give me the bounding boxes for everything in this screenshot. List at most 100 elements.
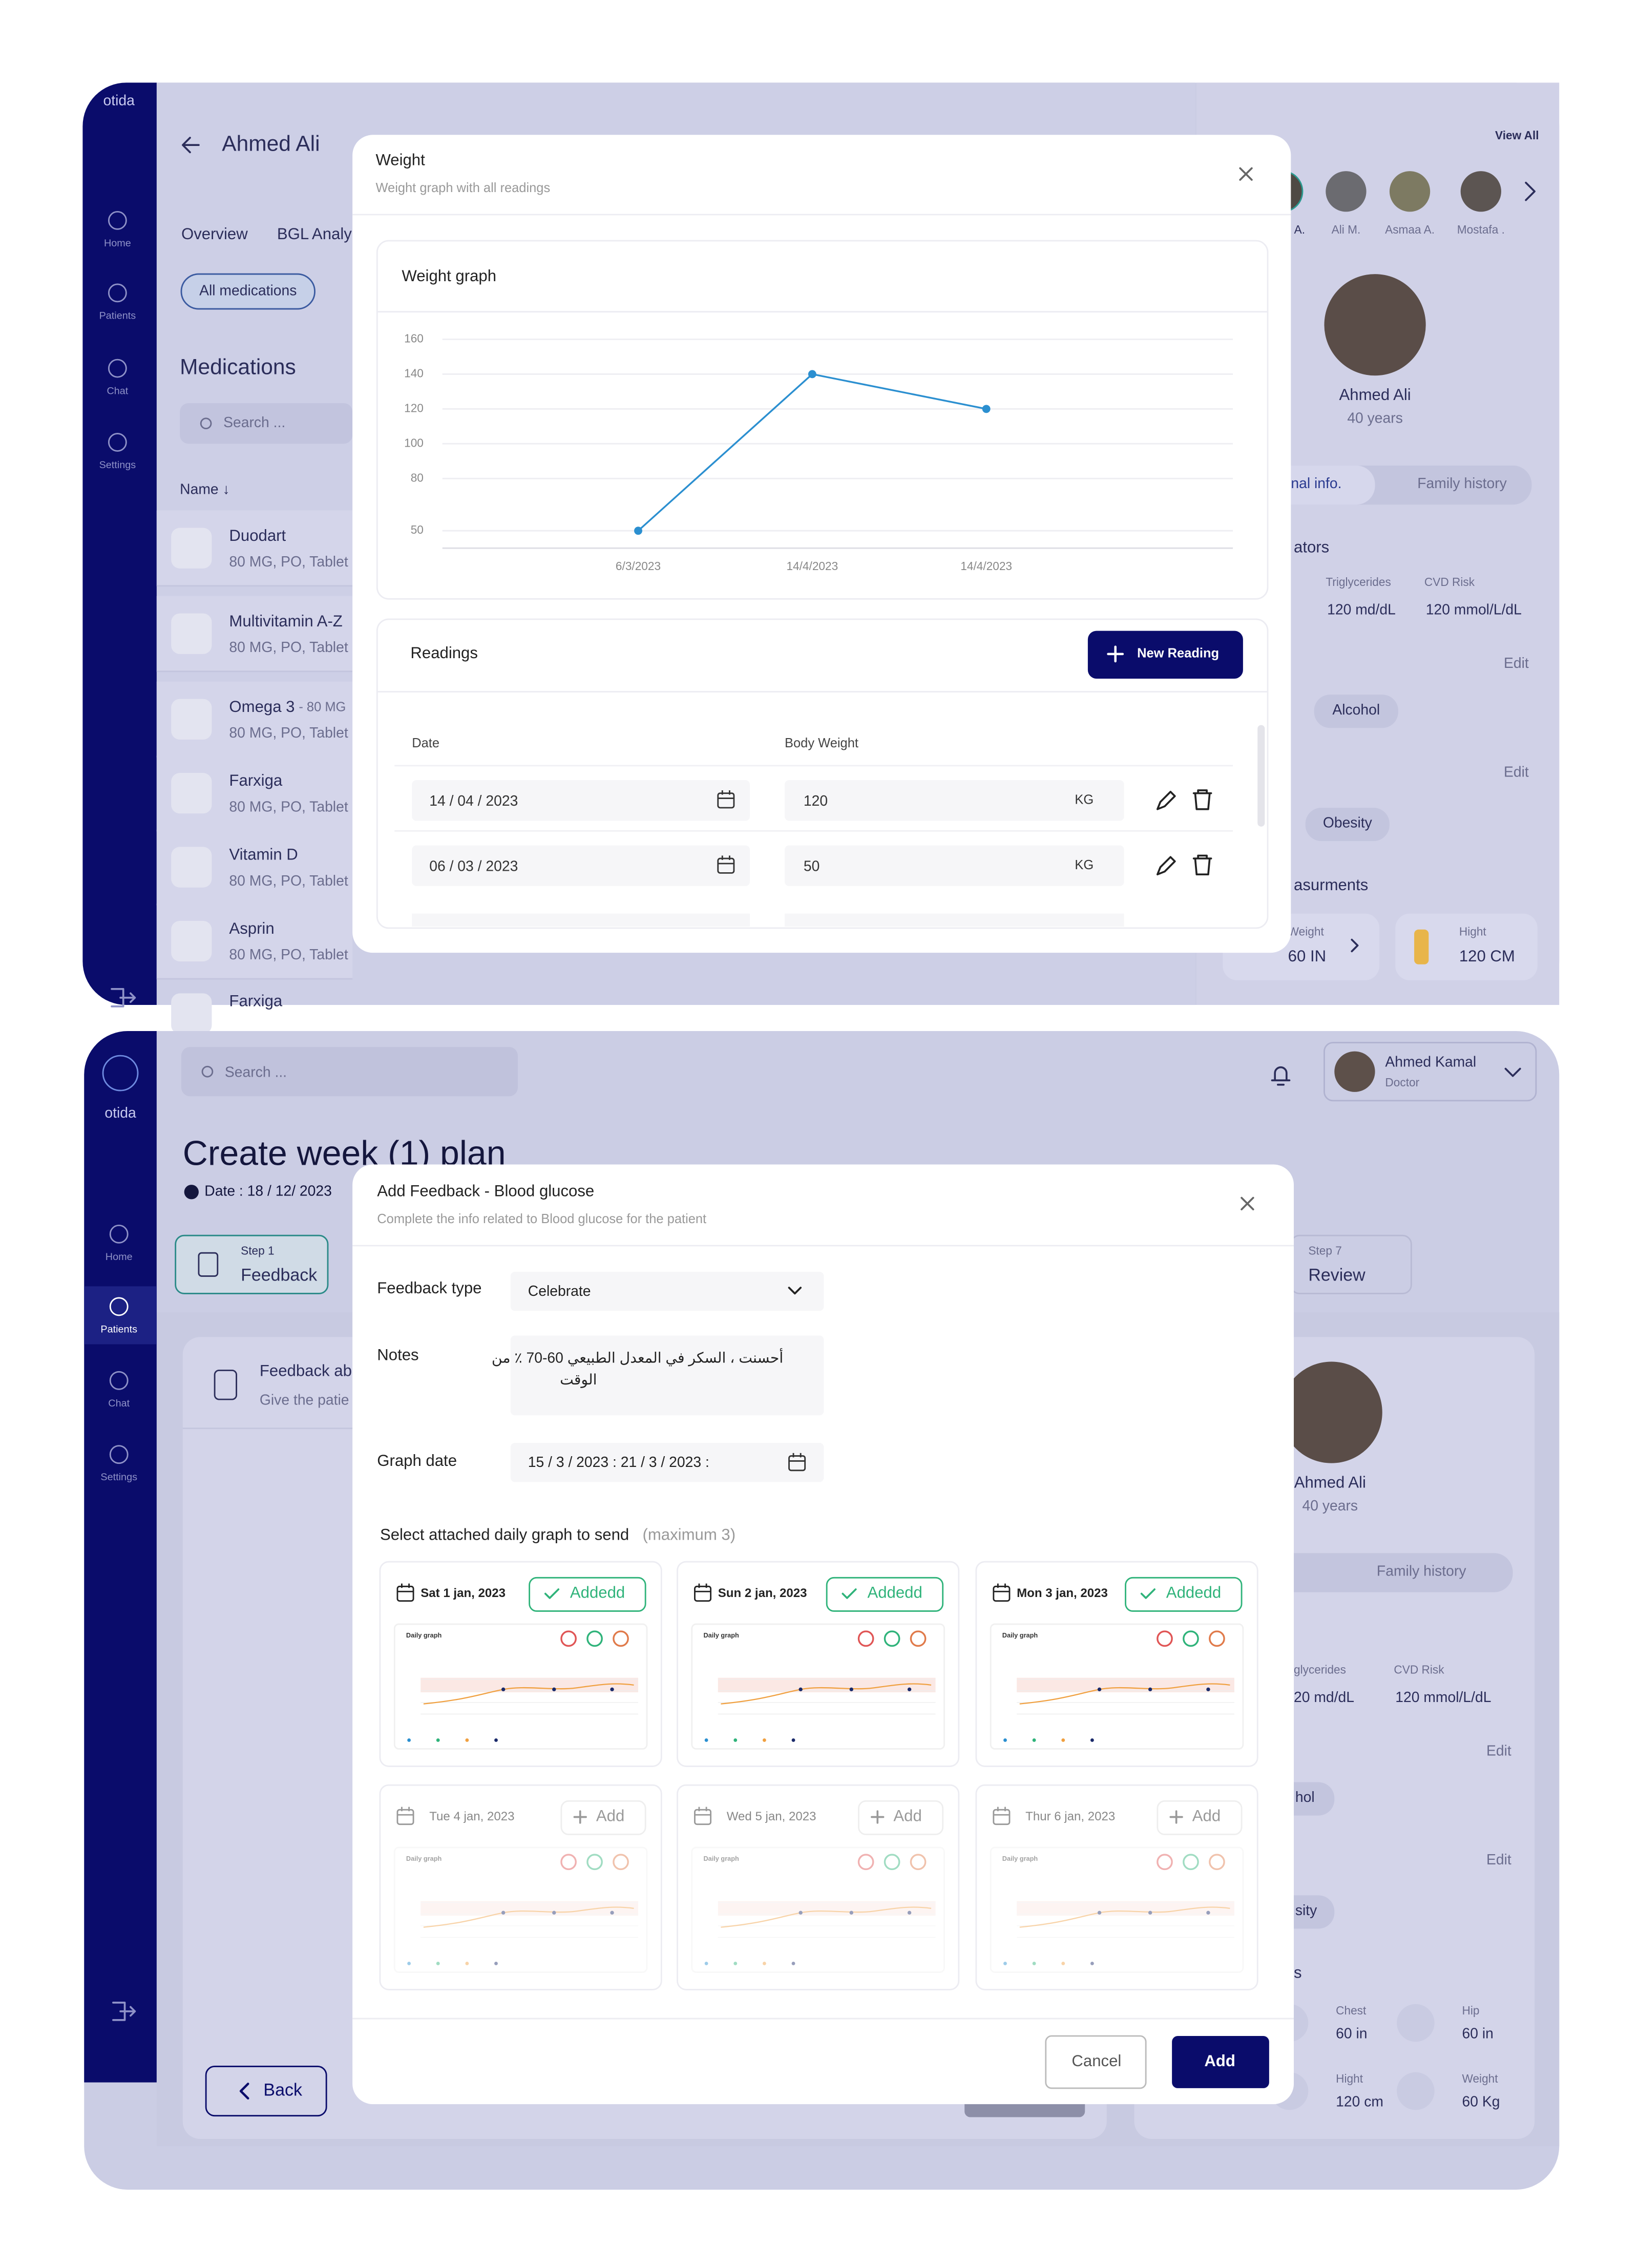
- new-reading-button[interactable]: [1087, 631, 1243, 679]
- section-title: Readings: [410, 644, 478, 662]
- profile-tab[interactable]: Family history: [1417, 475, 1507, 491]
- thumbnail-legend: [494, 1738, 498, 1742]
- x-tick-label: 6/3/2023: [616, 559, 661, 573]
- select-value: Celebrate: [528, 1283, 591, 1299]
- search-box[interactable]: [180, 403, 353, 444]
- nav-item[interactable]: Chat: [107, 386, 128, 397]
- graph-thumbnail: Daily graph: [691, 1846, 945, 1973]
- calendar-icon: [694, 1585, 712, 1602]
- graph-option[interactable]: [379, 1784, 662, 1990]
- thumbnail-legend: [1032, 1738, 1036, 1742]
- back-button[interactable]: [205, 2066, 327, 2117]
- search-box[interactable]: [181, 1047, 518, 1097]
- brand: otida: [104, 1104, 136, 1121]
- button-label: Add: [1204, 2052, 1235, 2070]
- section-title: s: [1294, 1963, 1302, 1981]
- thumbnail-line: [423, 1683, 634, 1705]
- thumbnail-title: Daily graph: [1002, 1631, 1038, 1639]
- sort-label[interactable]: Name ↓: [180, 480, 230, 497]
- add-pill[interactable]: [1157, 1800, 1243, 1835]
- thumbnail-dot: [1097, 1910, 1102, 1915]
- thumbnail-legend: [1032, 1962, 1036, 1965]
- thumbnail-band: [1017, 1901, 1234, 1916]
- nav-item[interactable]: Home: [106, 1251, 133, 1263]
- measurement-icon: [1397, 2004, 1435, 2042]
- medication-name: Multivitamin A-Z: [229, 612, 342, 630]
- medication-name: Farxiga: [229, 992, 282, 1010]
- modal-subtitle: Weight graph with all readings: [375, 181, 550, 195]
- measurement-card: [1395, 913, 1538, 980]
- date-input[interactable]: [412, 780, 750, 821]
- added-pill[interactable]: [826, 1577, 944, 1612]
- close-icon: [1239, 167, 1253, 181]
- added-pill[interactable]: [1125, 1577, 1243, 1612]
- thumbnail-gauge: [884, 1854, 900, 1871]
- add-pill[interactable]: [858, 1800, 944, 1835]
- profile-tab[interactable]: nal info.: [1291, 475, 1341, 491]
- select[interactable]: [510, 1271, 824, 1311]
- indicator-value: 120 mmol/L/dL: [1426, 601, 1522, 617]
- thumbnail-title: Daily graph: [703, 1855, 739, 1862]
- date-input[interactable]: [412, 845, 750, 886]
- edit-link[interactable]: Edit: [1504, 655, 1529, 671]
- add-pill[interactable]: [560, 1800, 646, 1835]
- patient-avatar: [1389, 171, 1431, 212]
- nav-item[interactable]: Home: [104, 238, 131, 249]
- tab[interactable]: BGL Analy: [277, 225, 352, 243]
- step-card[interactable]: [175, 1234, 329, 1294]
- scrollbar: [1257, 725, 1265, 827]
- patient-name: Mostafa .: [1457, 223, 1505, 236]
- cancel-button[interactable]: [1045, 2035, 1147, 2089]
- nav-item[interactable]: Patients: [100, 1324, 137, 1335]
- nav-item[interactable]: Settings: [99, 459, 136, 471]
- weight-input[interactable]: [785, 845, 1124, 886]
- edit-link[interactable]: Edit: [1486, 1851, 1511, 1867]
- nav-item[interactable]: Patients: [99, 310, 136, 321]
- filter-pill[interactable]: [180, 273, 316, 310]
- view-all[interactable]: View All: [1495, 129, 1539, 142]
- edit-link[interactable]: Edit: [1486, 1742, 1511, 1759]
- notes-text: أحسنت ، السكر في المعدل الطبيعي 60-70 ٪ …: [492, 1348, 783, 1366]
- x-tick-label: 14/4/2023: [960, 559, 1012, 573]
- nav-item[interactable]: Chat: [108, 1398, 130, 1409]
- thumbnail-gauge: [560, 1854, 577, 1871]
- profile-name: Ahmed Ali: [1294, 1474, 1366, 1492]
- date-range-value: 15 / 3 / 2023 : 21 / 3 / 2023 :: [528, 1454, 709, 1470]
- graph-option[interactable]: [677, 1784, 960, 1990]
- thumbnail-dot: [501, 1910, 506, 1915]
- calendar-icon: [396, 1809, 414, 1825]
- reading-date: 14 / 04 / 2023: [429, 792, 518, 809]
- nav-item[interactable]: Settings: [100, 1472, 137, 1483]
- plus-icon: [1169, 1810, 1183, 1824]
- y-tick-label: 160: [404, 331, 424, 345]
- thumbnail-gauge: [1209, 1854, 1225, 1871]
- edit-link[interactable]: Edit: [1504, 764, 1529, 780]
- thumbnail-legend: [733, 1962, 738, 1965]
- thumbnail-dot: [1148, 1910, 1152, 1915]
- bell-icon: [1271, 1066, 1291, 1086]
- textarea[interactable]: [510, 1335, 824, 1416]
- user-menu[interactable]: [1323, 1042, 1537, 1102]
- indicator-value: 120 mmol/L/dL: [1395, 1689, 1491, 1705]
- y-tick-label: 100: [404, 436, 424, 449]
- graph-thumbnail: Daily graph: [990, 1623, 1244, 1750]
- nav-icon: [108, 211, 127, 230]
- thumbnail-gauge: [613, 1630, 629, 1647]
- submit-button[interactable]: [1172, 2036, 1269, 2088]
- tab[interactable]: Overview: [181, 225, 248, 243]
- thumbnail-frame: [691, 1846, 945, 1973]
- profile-tab[interactable]: Family history: [1377, 1563, 1466, 1579]
- graph-option[interactable]: [975, 1784, 1258, 1990]
- pill-label: Addedd: [867, 1584, 922, 1602]
- date-range-input[interactable]: [510, 1443, 824, 1482]
- measurement-value: 60 Kg: [1462, 2093, 1500, 2110]
- search-icon: [201, 1065, 214, 1078]
- weight-input[interactable]: [785, 780, 1124, 821]
- profile-name: Ahmed Ali: [1339, 386, 1411, 404]
- indicator-label: Triglycerides: [1326, 575, 1391, 589]
- medication-icon: [171, 847, 212, 888]
- added-pill[interactable]: [529, 1577, 646, 1612]
- thumbnail-band: [718, 1677, 936, 1693]
- calendar-icon: [993, 1585, 1011, 1602]
